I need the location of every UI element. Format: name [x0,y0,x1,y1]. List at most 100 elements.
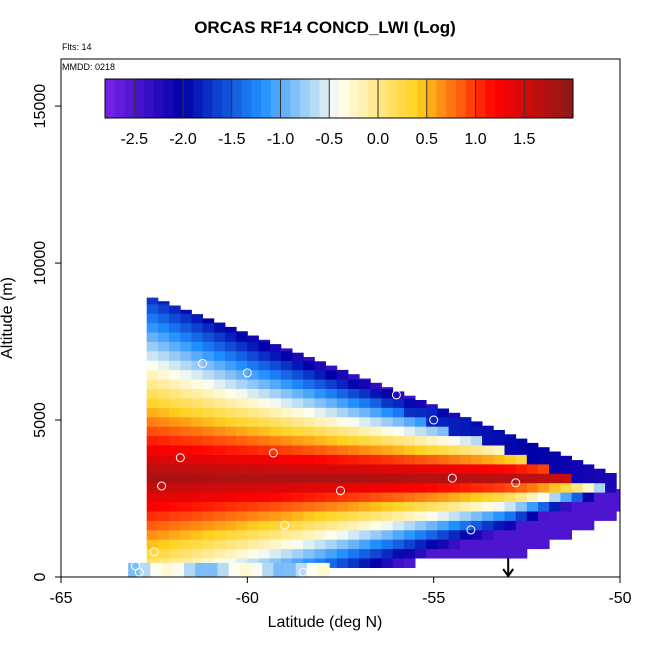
heatmap-cell [303,520,315,531]
heatmap-cell [426,426,438,437]
heatmap-cell [239,562,252,577]
heatmap-cell [213,407,226,418]
heatmap-cell [262,562,274,577]
heatmap-cell [325,435,338,446]
heatmap-cell [325,520,338,531]
heatmap-cell [549,454,561,465]
chart-title: ORCAS RF14 CONCD_LWI (Log) [194,18,456,37]
colorbar-swatch [407,79,418,118]
flight-point [593,450,603,460]
heatmap-cell [303,529,315,540]
heatmap-cell [169,445,181,455]
heatmap-cell [169,520,181,531]
heatmap-cell [370,407,382,418]
heatmap-cell [325,529,338,540]
heatmap-cell [392,464,405,474]
heatmap-cell [202,464,215,474]
heatmap-cell [236,416,248,427]
heatmap-cell [247,360,259,371]
colorbar-swatch [436,79,447,118]
heatmap-cell [303,360,315,371]
colorbar-tick-label: -1.0 [267,131,295,148]
heatmap-cell [325,416,338,427]
heatmap-cell [325,511,338,521]
heatmap-cell [225,492,237,502]
heatmap-cell [157,445,170,455]
heatmap-cell [169,482,181,493]
heatmap-cell [225,539,237,550]
heatmap-cell [146,501,159,512]
heatmap-cell [336,369,349,380]
heatmap-cell [225,473,237,484]
heatmap-cell [247,416,259,427]
heatmap-cell [180,426,192,437]
heatmap-cell [426,539,438,550]
heatmap-cell [426,407,438,418]
heatmap-cell [146,539,159,550]
heatmap-cell [370,529,382,540]
heatmap-cell [415,400,427,408]
heatmap-cell [247,398,259,408]
heatmap-cell [157,520,170,531]
heatmap-cell [191,473,203,484]
heatmap-cell [314,529,326,540]
heatmap-cell [180,492,192,502]
heatmap-cell [247,426,259,437]
heatmap-cell [225,407,237,418]
colorbar: -2.5 -2.0 -1.5 -1.0 -0.5 0.0 0.5 1.0 1.5 [104,78,574,148]
heatmap-cell [157,539,170,550]
heatmap-cell [437,501,449,512]
y-axis: 0 5000 10000 15000 [32,84,61,581]
heatmap-cell [359,492,371,502]
heatmap-cell [146,332,159,342]
colorbar-swatch [183,79,194,118]
heatmap-cell [437,529,449,540]
heatmap-cell [493,539,505,550]
heatmap-cell [381,558,394,568]
heatmap-cell [493,473,505,484]
colorbar-swatch [241,79,252,118]
heatmap-cell [538,529,550,540]
heatmap-cell [359,482,371,493]
heatmap-cell [269,539,282,550]
heatmap-cell [392,473,405,484]
heatmap-cell [348,407,360,418]
heatmap-cell [180,313,192,324]
heatmap-cell [403,501,416,512]
heatmap-cell [415,520,427,531]
heatmap-cell [526,529,539,540]
heatmap-cell [403,548,416,559]
heatmap-cell [169,322,181,333]
heatmap-cell [571,464,584,474]
heatmap-cell [180,529,192,540]
heatmap-cell [236,369,248,380]
heatmap-cell [348,558,360,568]
heatmap-cell [172,562,185,577]
heatmap-cell [459,511,472,521]
heatmap-cell [336,407,349,418]
heatmap-cell [336,435,349,446]
heatmap-cell [381,407,394,418]
heatmap-cell [336,426,349,437]
heatmap-cell [180,379,192,389]
heatmap-cell [191,548,203,559]
heatmap-cell [526,520,539,531]
colorbar-swatch [524,79,535,118]
heatmap-cell [292,464,304,474]
heatmap-cell [392,416,405,427]
x-tick-label: -60 [236,590,259,607]
heatmap-cell [157,332,170,342]
heatmap-cell [482,473,494,484]
heatmap-cell [415,473,427,484]
heatmap-cell [280,348,293,352]
heatmap-cell [258,388,271,399]
heatmap-cell [269,344,282,352]
heatmap-cell [303,426,315,437]
heatmap-cell [247,520,259,531]
heatmap-cell [213,398,226,408]
colorbar-swatch [114,79,125,118]
heatmap-cell [515,492,528,502]
heatmap-cell [392,511,405,521]
heatmap-cell [213,511,226,521]
heatmap-cell [225,464,237,474]
